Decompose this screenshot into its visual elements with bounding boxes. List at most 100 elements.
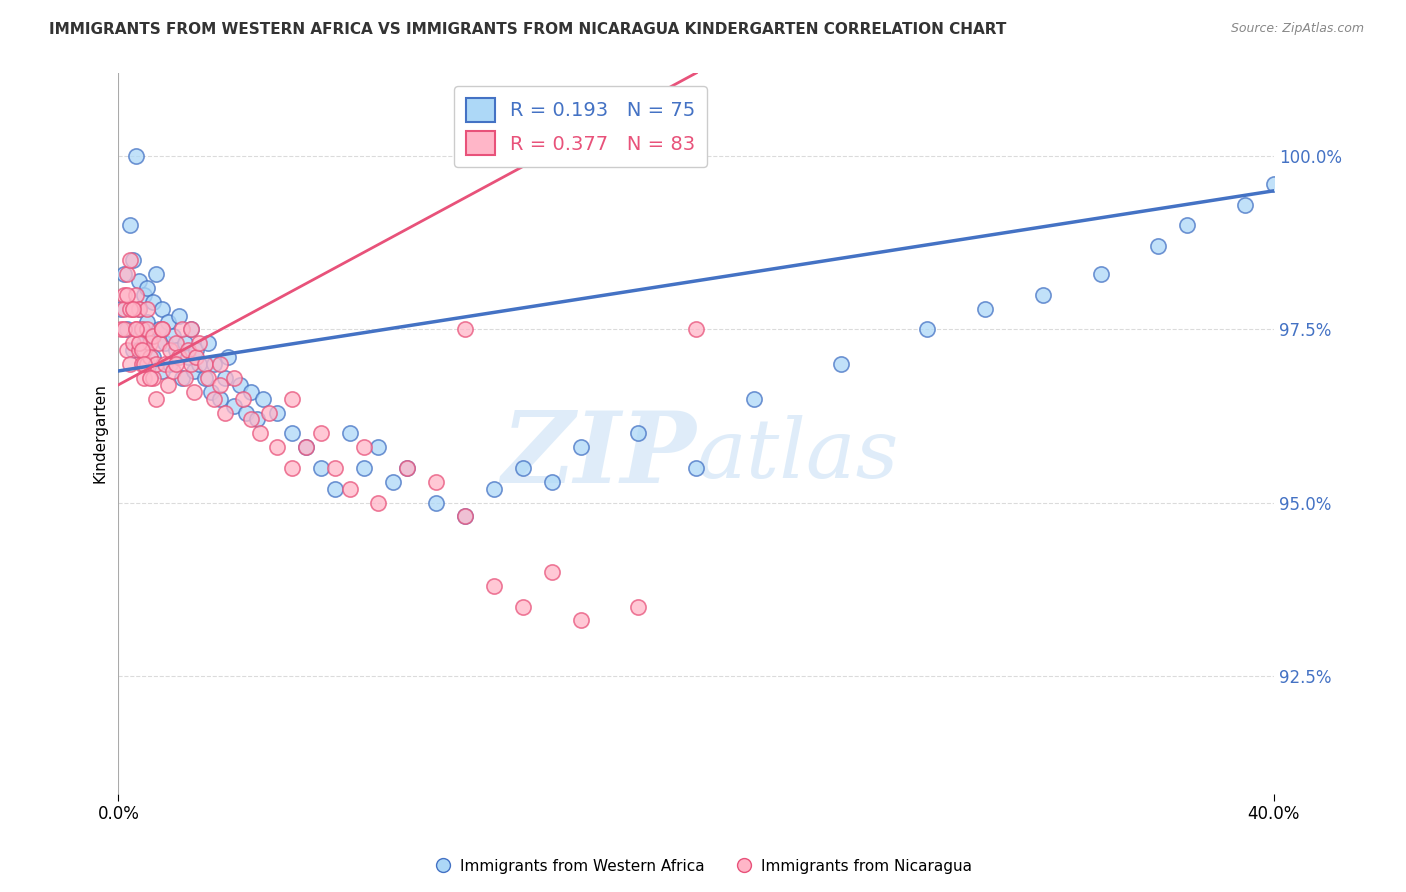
Point <box>110 322 132 336</box>
Point <box>974 301 997 316</box>
Point <box>115 287 138 301</box>
Point <box>136 281 159 295</box>
Point <box>150 322 173 336</box>
Point <box>1175 219 1198 233</box>
Point <box>323 482 346 496</box>
Point <box>128 301 150 316</box>
Point <box>425 495 447 509</box>
Point <box>125 287 148 301</box>
Point <box>1263 177 1285 191</box>
Point <box>128 274 150 288</box>
Point <box>512 599 534 614</box>
Point <box>1032 287 1054 301</box>
Point <box>159 343 181 358</box>
Point <box>180 322 202 336</box>
Point <box>128 343 150 358</box>
Text: Source: ZipAtlas.com: Source: ZipAtlas.com <box>1230 22 1364 36</box>
Point <box>118 357 141 371</box>
Point <box>569 614 592 628</box>
Point <box>188 336 211 351</box>
Point <box>136 301 159 316</box>
Point <box>353 461 375 475</box>
Point <box>134 336 156 351</box>
Point <box>257 405 280 419</box>
Point <box>180 322 202 336</box>
Point <box>142 294 165 309</box>
Point <box>202 392 225 406</box>
Point <box>512 461 534 475</box>
Point <box>165 336 187 351</box>
Point <box>367 440 389 454</box>
Point <box>627 426 650 441</box>
Point <box>150 364 173 378</box>
Point <box>125 322 148 336</box>
Point <box>266 405 288 419</box>
Point <box>1234 197 1257 211</box>
Point <box>150 301 173 316</box>
Point <box>142 350 165 364</box>
Point <box>482 482 505 496</box>
Point <box>165 343 187 358</box>
Point <box>685 322 707 336</box>
Point <box>214 371 236 385</box>
Point <box>208 392 231 406</box>
Point <box>252 392 274 406</box>
Point <box>112 322 135 336</box>
Point <box>165 357 187 371</box>
Point <box>118 253 141 268</box>
Point <box>145 267 167 281</box>
Point <box>339 482 361 496</box>
Point <box>183 364 205 378</box>
Point <box>353 440 375 454</box>
Point <box>200 384 222 399</box>
Point <box>339 426 361 441</box>
Point <box>167 309 190 323</box>
Point <box>309 461 332 475</box>
Point <box>186 343 208 358</box>
Point <box>627 599 650 614</box>
Point <box>177 350 200 364</box>
Point <box>482 579 505 593</box>
Point <box>145 357 167 371</box>
Point <box>454 509 477 524</box>
Point <box>183 384 205 399</box>
Point <box>186 350 208 364</box>
Point <box>235 405 257 419</box>
Point <box>162 329 184 343</box>
Point <box>115 322 138 336</box>
Point <box>167 350 190 364</box>
Point <box>454 509 477 524</box>
Point <box>281 426 304 441</box>
Point <box>122 253 145 268</box>
Point <box>170 371 193 385</box>
Point <box>177 343 200 358</box>
Point <box>569 440 592 454</box>
Point <box>142 371 165 385</box>
Point <box>115 267 138 281</box>
Text: IMMIGRANTS FROM WESTERN AFRICA VS IMMIGRANTS FROM NICARAGUA KINDERGARTEN CORRELA: IMMIGRANTS FROM WESTERN AFRICA VS IMMIGR… <box>49 22 1007 37</box>
Point <box>208 357 231 371</box>
Point <box>156 377 179 392</box>
Point <box>131 322 153 336</box>
Point <box>246 412 269 426</box>
Point <box>134 357 156 371</box>
Point <box>1090 267 1112 281</box>
Point <box>136 357 159 371</box>
Point <box>110 301 132 316</box>
Point <box>128 301 150 316</box>
Point <box>131 322 153 336</box>
Point <box>112 287 135 301</box>
Point <box>153 357 176 371</box>
Point <box>118 219 141 233</box>
Point <box>136 315 159 329</box>
Point <box>425 475 447 489</box>
Y-axis label: Kindergarten: Kindergarten <box>93 384 107 483</box>
Text: atlas: atlas <box>696 415 898 495</box>
Point <box>136 322 159 336</box>
Point <box>180 357 202 371</box>
Point <box>173 336 195 351</box>
Point <box>148 336 170 351</box>
Point <box>139 371 162 385</box>
Point <box>112 301 135 316</box>
Point <box>295 440 318 454</box>
